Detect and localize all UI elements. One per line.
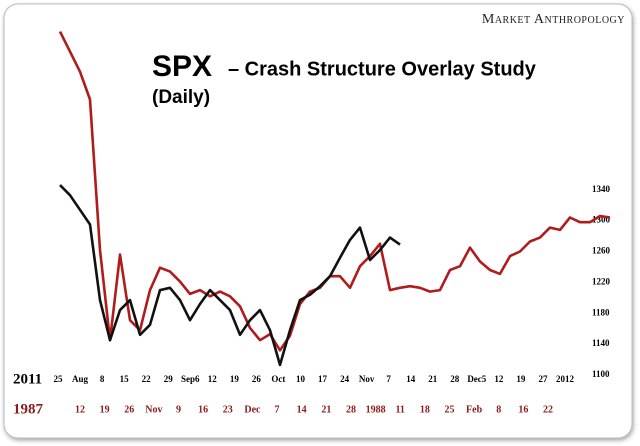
x2-tick-label: 21	[321, 404, 331, 415]
x2-tick-label: 28	[346, 404, 356, 415]
x2-tick-label: 25	[444, 404, 454, 415]
x2-tick-label: 1988	[366, 404, 386, 415]
x-tick-label: 15	[120, 374, 130, 384]
chart-subtitle: (Daily)	[152, 87, 210, 108]
watermark: Market Anthropology	[482, 12, 625, 27]
category2-title: 1987	[13, 401, 44, 417]
x-tick-label: Aug	[72, 374, 89, 384]
x-tick-label: 19	[230, 374, 240, 384]
chart-title: – Crash Structure Overlay Study	[228, 58, 537, 80]
x-tick-label: 14	[406, 374, 416, 384]
y-tick-label: 1220	[592, 276, 611, 286]
x-tick-label: 24	[340, 374, 350, 384]
x2-tick-label: 9	[176, 404, 181, 415]
x2-tick-label: 23	[223, 404, 233, 415]
x-tick-label: 19	[516, 374, 526, 384]
x2-tick-label: 8	[496, 404, 501, 415]
x-tick-label: 12	[494, 374, 504, 384]
y-tick-label: 1180	[592, 307, 610, 317]
x2-tick-label: 26	[124, 404, 134, 415]
x-tick-label: 7	[386, 374, 391, 384]
x2-tick-label: 16	[198, 404, 208, 415]
x2-tick-label: Dec	[244, 404, 261, 415]
y-tick-label: 1100	[592, 369, 610, 379]
x-tick-label: 21	[428, 374, 438, 384]
x2-tick-label: 14	[297, 404, 307, 415]
x-tick-label: Nov	[359, 374, 375, 384]
x2-tick-label: 18	[420, 404, 430, 415]
x-tick-label: 25	[54, 374, 64, 384]
x2-tick-label: 22	[543, 404, 553, 415]
x-tick-label: 10	[296, 374, 306, 384]
x2-tick-label: Nov	[145, 404, 162, 415]
x2-tick-label: 12	[75, 404, 85, 415]
frame	[3, 3, 633, 439]
y-tick-label: 1300	[592, 215, 611, 225]
title-main: SPX	[152, 50, 212, 83]
x-tick-label: 2012	[556, 374, 575, 384]
line-series	[59, 184, 401, 367]
x2-tick-label: 19	[100, 404, 110, 415]
y-tick-label: 1340	[592, 184, 611, 194]
x-tick-label: Oct	[271, 374, 285, 384]
x-tick-label: 26	[252, 374, 262, 384]
x2-tick-label: 7	[275, 404, 280, 415]
x-tick-label: Sep6	[181, 374, 200, 384]
x-tick-label: 22	[142, 374, 152, 384]
x-tick-label: 29	[164, 374, 174, 384]
x-tick-label: 27	[538, 374, 548, 384]
x2-tick-label: 11	[395, 404, 404, 415]
y-tick-label: 1140	[592, 338, 610, 348]
x-tick-label: 28	[450, 374, 460, 384]
y-tick-label: 1260	[592, 246, 611, 256]
x2-tick-label: Feb	[466, 404, 483, 415]
category-title: 2011	[13, 371, 42, 387]
x-tick-label: Dec5	[467, 374, 486, 384]
x-tick-label: 17	[318, 374, 328, 384]
line-series	[58, 31, 611, 352]
x2-tick-label: 16	[518, 404, 528, 415]
x-tick-label: 8	[100, 374, 105, 384]
x-tick-label: 12	[208, 374, 218, 384]
